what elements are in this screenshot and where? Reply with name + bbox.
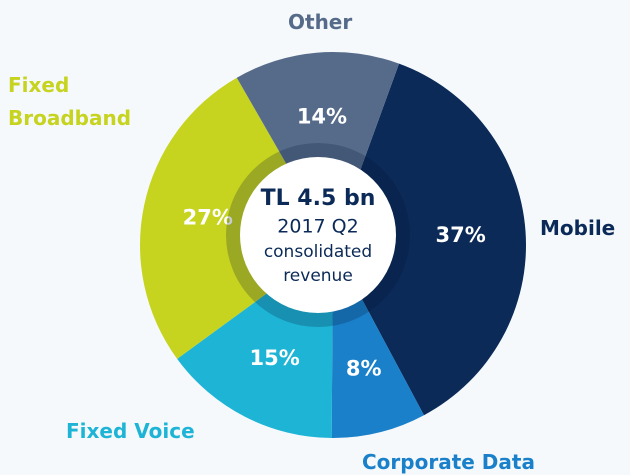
category-label: Fixed Voice [66,419,195,443]
value-label: 27% [183,205,233,229]
center-text: 2017 Q2 [277,216,358,238]
center-hole [240,157,396,313]
value-label: 37% [436,223,486,247]
category-label: Fixed Broadband [8,73,132,130]
center-text: TL 4.5 bn [261,186,376,211]
slice [139,77,333,359]
category-label: Other [288,10,353,34]
center-text: revenue [283,266,353,286]
slice [236,51,400,245]
center-text: consolidated [264,242,372,262]
value-label: 8% [346,356,382,380]
slice [333,63,526,416]
value-label: 15% [250,346,300,370]
category-label: Mobile [540,216,616,240]
category-label: Corporate Data [362,450,535,474]
value-label: 14% [297,104,347,128]
